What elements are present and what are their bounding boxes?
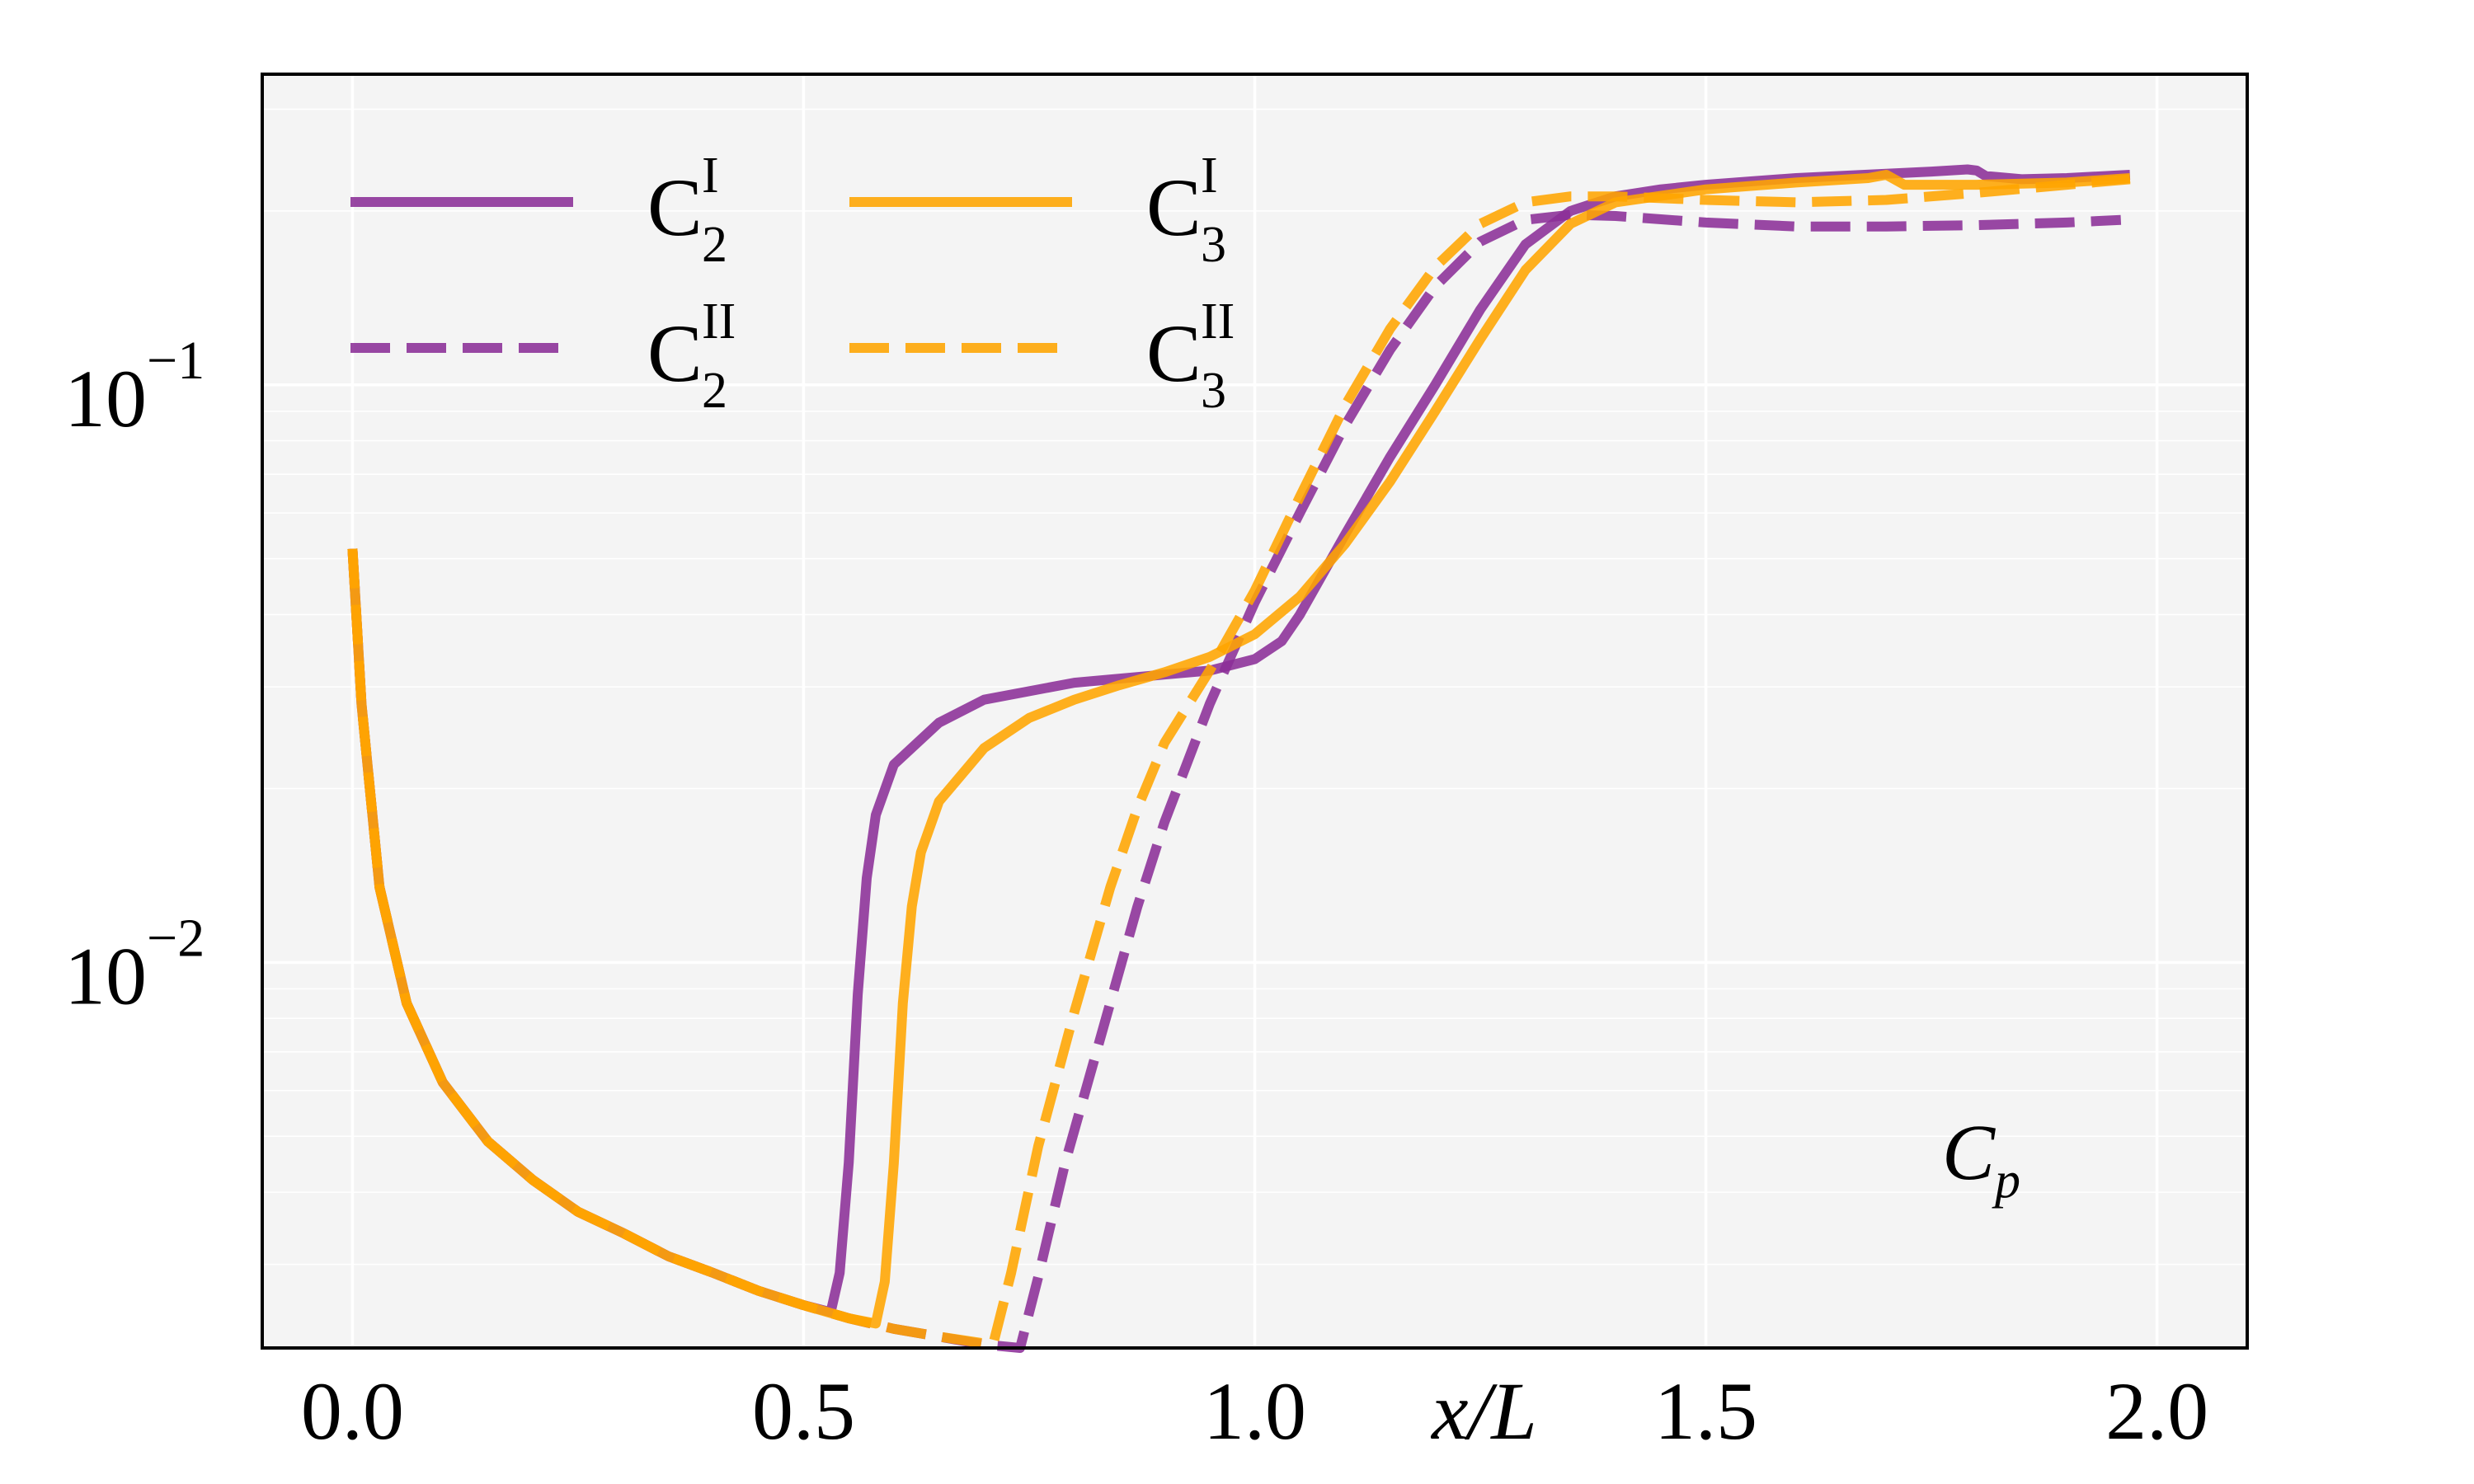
y-tick-base: 10	[64, 930, 147, 1021]
legend-entry: C I 2	[350, 148, 727, 273]
series-line-c3-ii	[347, 174, 2131, 1350]
legend-label-base: C	[1146, 308, 1202, 399]
x-tick-label: 0.0	[301, 1365, 404, 1457]
y-tick-base: 10	[64, 353, 147, 444]
series-group	[347, 164, 2131, 1353]
legend-label-sup: II	[702, 294, 736, 350]
legend-label-sub: 2	[702, 363, 727, 419]
legend-label-sub: 2	[702, 217, 727, 273]
legend-entry: C II 2	[350, 294, 736, 419]
y-axis-ticks: 10−110−2	[64, 331, 205, 1022]
legend-entry: C II 3	[849, 294, 1235, 419]
grid	[262, 74, 2247, 1348]
x-tick-label: 1.5	[1654, 1365, 1757, 1457]
y-tick-label: 10−2	[64, 908, 205, 1021]
y-tick-exponent: −2	[147, 908, 205, 968]
legend-label-sup: II	[1201, 294, 1235, 350]
legend-label-sub: 3	[1201, 363, 1226, 419]
legend-label-base: C	[1146, 162, 1202, 253]
legend-label-sup: I	[702, 148, 719, 204]
legend-label-sup: I	[1201, 148, 1218, 204]
x-axis-ticks: 0.0 0.5 1.0 1.5 2.0	[301, 1365, 2208, 1457]
x-tick-label: 0.5	[752, 1365, 855, 1457]
legend-label-sub: 3	[1201, 217, 1226, 273]
cp-annotation-sub: p	[1992, 1153, 2020, 1209]
x-tick-label: 1.0	[1203, 1365, 1306, 1457]
y-tick-exponent: −1	[147, 331, 205, 391]
x-axis-label: x/L	[1430, 1365, 1537, 1457]
cp-annotation: Cp	[1942, 1108, 2020, 1209]
x-tick-label: 2.0	[2105, 1365, 2208, 1457]
plot-frame	[261, 73, 2249, 1350]
legend-label-base: C	[647, 308, 703, 399]
svg-text:Cp: Cp	[1942, 1108, 2020, 1209]
cp-annotation-base: C	[1942, 1108, 1996, 1196]
legend-label-base: C	[647, 162, 703, 253]
legend-entry: C I 3	[849, 148, 1226, 273]
y-tick-label: 10−1	[64, 331, 205, 444]
